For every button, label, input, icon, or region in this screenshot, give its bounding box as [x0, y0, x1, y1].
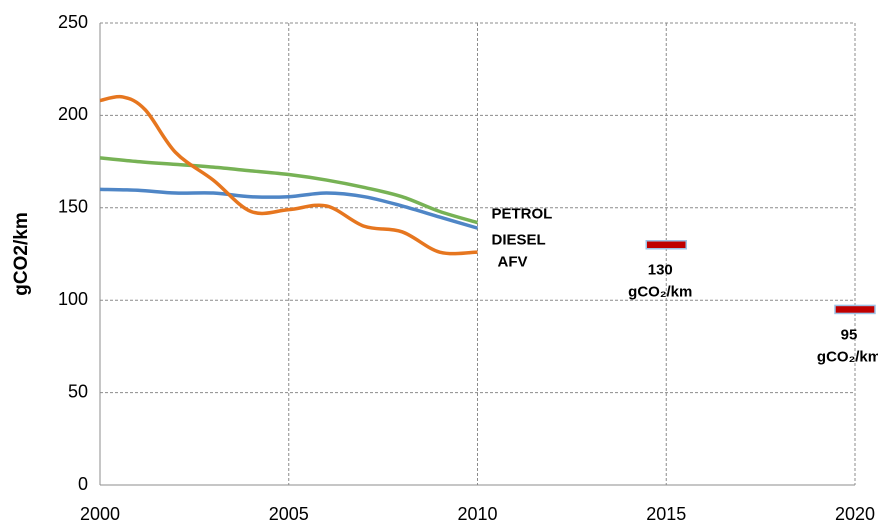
- series-line: [99, 156, 478, 225]
- target-bar: [645, 240, 687, 250]
- y-tick-label: 250: [58, 12, 88, 32]
- y-tick-label: 200: [58, 104, 88, 124]
- x-tick-label: 2020: [835, 504, 875, 524]
- target-label: 95: [841, 326, 858, 343]
- series-label: DIESEL: [492, 232, 546, 249]
- y-axis-label: gCO2/km: [11, 212, 32, 295]
- y-tick-label: 100: [58, 289, 88, 309]
- series-label: PETROL: [492, 206, 553, 223]
- series-label: AFV: [498, 254, 528, 271]
- y-tick-label: 150: [58, 197, 88, 217]
- target-label: 130: [648, 262, 673, 279]
- series-line: [99, 187, 478, 230]
- target-unit: gCO₂/km: [817, 348, 878, 365]
- target-bar: [834, 304, 876, 315]
- series-line: [99, 94, 478, 256]
- x-tick-label: 2005: [269, 504, 309, 524]
- x-tick-label: 2000: [80, 504, 120, 524]
- y-tick-label: 0: [78, 474, 88, 494]
- x-tick-label: 2015: [646, 504, 686, 524]
- y-tick-label: 50: [68, 381, 88, 401]
- x-tick-label: 2010: [457, 504, 497, 524]
- target-unit: gCO₂/km: [628, 284, 692, 301]
